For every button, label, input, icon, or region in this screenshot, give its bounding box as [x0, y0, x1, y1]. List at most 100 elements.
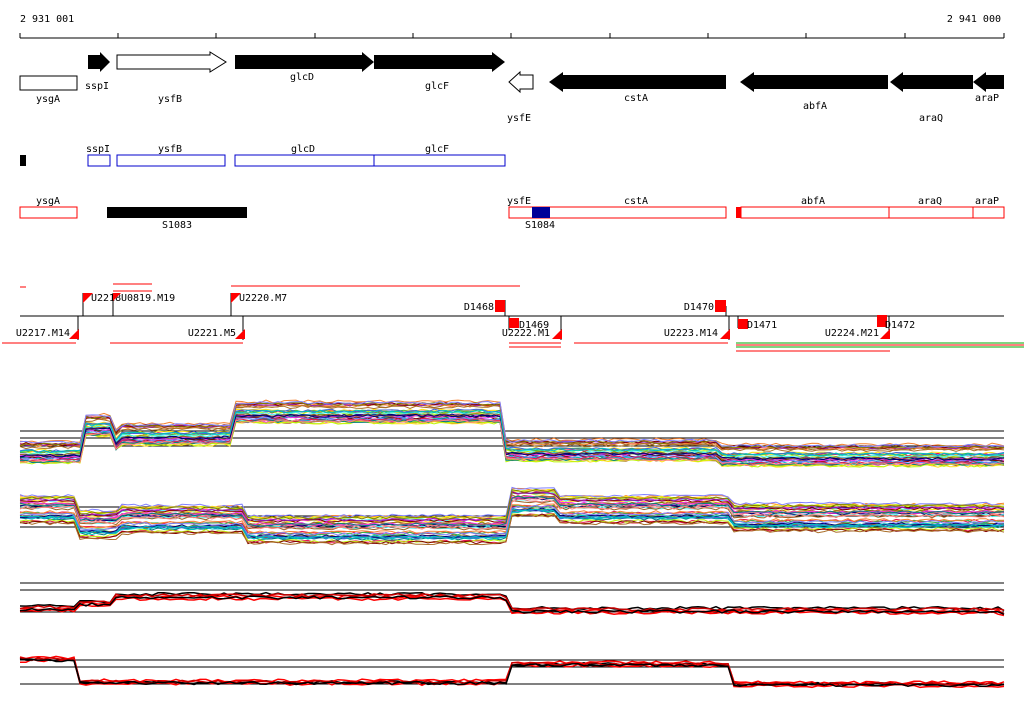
- gene-cstA[interactable]: [549, 72, 726, 92]
- forward-operon-track: sspI ysfB glcD glcF: [20, 144, 506, 167]
- operon-ysfE-cstA[interactable]: [508, 206, 727, 219]
- operon-ysfB[interactable]: [116, 154, 226, 167]
- segment-S1084[interactable]: [532, 207, 550, 218]
- marker-U0819[interactable]: [113, 293, 121, 301]
- expression-line: [19, 419, 1005, 466]
- expression-line: [19, 405, 1005, 453]
- operon-ysgA[interactable]: [19, 206, 78, 219]
- feature-U2224: U2224.M21: [825, 328, 879, 339]
- expression-panel-3: [19, 591, 1005, 617]
- marker-D1469[interactable]: [509, 318, 519, 328]
- expression-line: [19, 486, 1005, 518]
- expression-line: [19, 596, 1005, 617]
- marker-U2222[interactable]: [552, 329, 562, 339]
- gene-label-araQ: araQ: [919, 113, 943, 124]
- feature-U2220: U2220.M7: [239, 293, 287, 304]
- operon-label-araP: araP: [975, 196, 999, 207]
- expression-line: [19, 514, 1005, 546]
- feature-D1470: D1470: [684, 302, 714, 313]
- feature-U2222: U2222.M1: [502, 328, 550, 339]
- operon-glcD[interactable]: [234, 154, 375, 167]
- operon-label-abfA: abfA: [801, 196, 825, 207]
- feature-track: U2218 U0819.M19 U2220.M7 D1468 D1470 D14…: [2, 283, 1024, 352]
- gene-track: ysgA sspI ysfB glcD glcF ysfE cstA abfA …: [19, 51, 1004, 124]
- gene-label-sspI: sspI: [85, 81, 109, 92]
- segment-label-S1083: S1083: [162, 220, 192, 231]
- gene-glcD[interactable]: [235, 52, 374, 72]
- ruler-ticks: [19, 33, 1005, 38]
- feature-D1472: D1472: [885, 320, 915, 331]
- marker-U2223[interactable]: [720, 329, 730, 339]
- gene-ysgA[interactable]: [19, 75, 78, 91]
- feature-U2223: U2223.M14: [664, 328, 718, 339]
- gene-label-glcD: glcD: [290, 72, 314, 83]
- expression-line: [19, 656, 1004, 686]
- feature-U2217: U2217.M14: [16, 328, 70, 339]
- operon-glcF[interactable]: [373, 154, 506, 167]
- marker-U2220[interactable]: [231, 293, 241, 303]
- operon-araP[interactable]: [972, 206, 1005, 219]
- expression-line: [19, 414, 1005, 462]
- expression-line: [19, 495, 1005, 527]
- end-coordinate: 2 941 000: [947, 14, 1001, 25]
- gene-araQ[interactable]: [890, 72, 973, 92]
- segment-S1083[interactable]: [107, 207, 247, 218]
- marker-U2217[interactable]: [69, 329, 79, 339]
- marker-D1470[interactable]: [715, 300, 726, 312]
- operon-sspI[interactable]: [87, 154, 111, 167]
- gene-sspI[interactable]: [88, 52, 110, 72]
- expression-line: [19, 593, 1005, 612]
- operon-label-glcF: glcF: [425, 144, 449, 155]
- feature-U2221: U2221.M5: [188, 328, 236, 339]
- expression-line: [19, 595, 1005, 615]
- marker-D1472[interactable]: [877, 315, 887, 327]
- gene-label-ysfE: ysfE: [507, 113, 531, 124]
- expression-line: [19, 494, 1005, 526]
- gene-ysfB[interactable]: [116, 51, 227, 73]
- expression-panel-4: [19, 655, 1005, 689]
- expression-line: [20, 500, 1005, 531]
- expression-line: [19, 498, 1005, 530]
- gene-label-araP: araP: [975, 93, 999, 104]
- gene-label-ysgA: ysgA: [36, 94, 60, 105]
- marker-U2218[interactable]: [83, 293, 93, 303]
- gene-label-glcF: glcF: [425, 81, 449, 92]
- expression-line: [19, 658, 1005, 688]
- marker-U2224[interactable]: [880, 329, 890, 339]
- operon-marker: [20, 155, 26, 166]
- coordinate-ruler: 2 931 001 2 941 000: [19, 14, 1005, 39]
- expression-line: [19, 413, 1005, 461]
- start-coordinate: 2 931 001: [20, 14, 74, 25]
- gene-label-cstA: cstA: [624, 93, 648, 104]
- expression-line: [19, 403, 1005, 451]
- reverse-operon-track: ysgA ysfE cstA abfA araQ araP S1083 S108…: [19, 196, 1005, 231]
- expression-line: [19, 488, 1005, 520]
- gene-label-abfA: abfA: [803, 101, 827, 112]
- operon-abfA[interactable]: [740, 206, 890, 219]
- gene-ysfE[interactable]: [508, 70, 534, 94]
- marker-D1471[interactable]: [738, 319, 748, 329]
- operon-label-sspI: sspI: [86, 144, 110, 155]
- expression-tracks: [19, 399, 1005, 689]
- gene-glcF[interactable]: [374, 52, 505, 72]
- operon-abfA-start: [736, 207, 741, 218]
- expression-panel-2: [19, 486, 1005, 546]
- feature-D1469: D1469: [519, 320, 549, 331]
- feature-U2218: U2218: [91, 293, 121, 304]
- expression-line: [19, 655, 1005, 685]
- expression-panel-1: [19, 399, 1005, 468]
- expression-line: [19, 400, 1005, 448]
- gene-abfA[interactable]: [740, 72, 888, 92]
- marker-U2221[interactable]: [235, 329, 245, 339]
- operon-araQ[interactable]: [888, 206, 974, 219]
- marker-D1468[interactable]: [495, 300, 505, 312]
- expression-line: [19, 413, 1005, 460]
- operon-label-ysfB: ysfB: [158, 144, 182, 155]
- expression-line: [19, 409, 1005, 457]
- operon-label-glcD: glcD: [291, 144, 315, 155]
- gene-label-ysfB: ysfB: [158, 94, 182, 105]
- operon-label-ysfE: ysfE: [507, 196, 531, 207]
- gene-araP[interactable]: [973, 72, 1004, 92]
